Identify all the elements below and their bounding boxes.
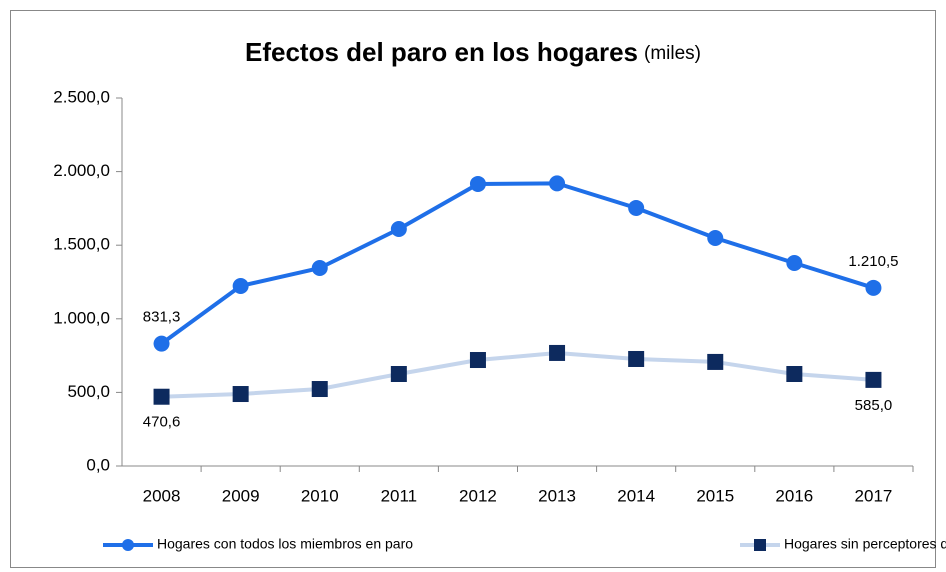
data-label: 585,0 [855,397,893,414]
x-tick-label: 2008 [143,486,181,505]
data-point [786,255,803,272]
data-point [865,279,882,296]
data-point [390,221,407,238]
data-point [628,350,645,367]
y-tick-label: 1.000,0 [53,308,110,327]
x-tick-label: 2012 [459,486,497,505]
data-label: 470,6 [143,414,181,431]
legend-label: Hogares con todos los miembros en paro [157,536,413,552]
y-tick-label: 500,0 [67,382,110,401]
x-tick-label: 2014 [617,486,655,505]
x-tick-label: 2015 [696,486,734,505]
data-point [549,344,566,361]
data-point [232,386,249,403]
legend-marker [122,539,134,551]
x-tick-label: 2016 [775,486,813,505]
x-tick-label: 2009 [222,486,260,505]
data-point [390,366,407,382]
y-tick-label: 1.500,0 [53,235,110,254]
series-line [161,350,874,399]
legend-marker [754,539,766,551]
x-tick-label: 2011 [381,486,418,505]
data-label: 831,3 [143,309,181,326]
data-point [311,260,328,277]
x-tick-label: 2013 [538,486,576,505]
y-tick-label: 2.500,0 [53,87,110,106]
data-point [549,175,566,192]
chart-title: Efectos del paro en los hogares [245,37,638,67]
data-point [153,388,170,405]
chart-frame [10,10,936,568]
data-point [232,277,249,294]
data-point [707,229,724,246]
data-point [311,381,328,398]
series-line [160,181,875,346]
x-tick-label: 2010 [301,486,339,505]
data-point [153,335,170,352]
chart-title-group: Efectos del paro en los hogares (miles) [245,37,701,67]
data-point [865,371,882,388]
chart-title-unit: (miles) [644,43,701,64]
y-tick-label: 2.000,0 [53,161,110,180]
data-point [469,352,486,369]
data-point [786,366,803,382]
x-tick-label: 2017 [855,486,893,505]
data-point [469,175,486,192]
y-tick-label: 0,0 [86,455,110,474]
data-point [707,353,724,370]
data-label: 1.210,5 [848,253,898,270]
data-point [628,199,645,216]
legend-label: Hogares sin perceptores de ingresos [784,536,946,552]
